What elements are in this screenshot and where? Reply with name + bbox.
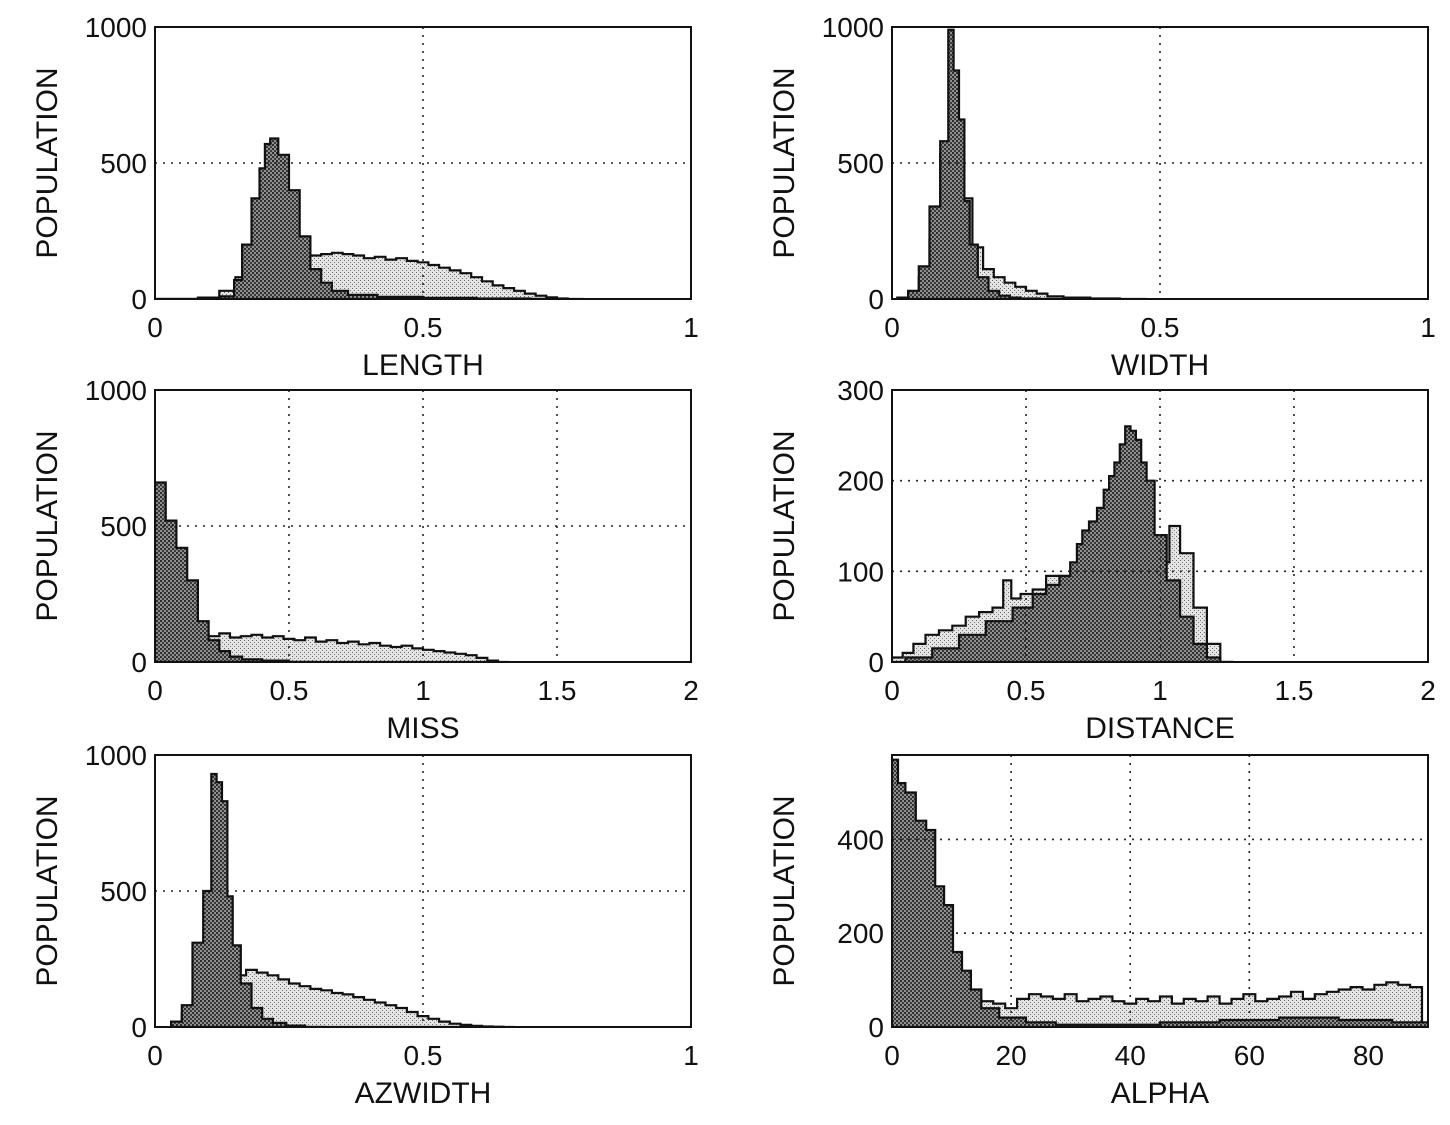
x-tick-label: 1.5	[1275, 675, 1314, 706]
histogram-series-1	[896, 28, 1067, 299]
plot-frame	[891, 389, 1429, 663]
y-tick-label: 0	[868, 284, 884, 315]
y-axis-label: POPULATION	[768, 795, 801, 986]
x-tick-label: 1	[1152, 675, 1168, 706]
x-tick-label: 0	[147, 312, 163, 343]
x-axis-label: DISTANCE	[1085, 712, 1234, 745]
x-tick-label: 0.5	[1141, 312, 1180, 343]
x-tick-label: 1	[415, 675, 431, 706]
histogram-panel-width: 0 0.5 1 0 500 1000 WIDTH POPULATION	[768, 12, 1436, 382]
y-axis-label: POPULATION	[768, 67, 801, 258]
y-axis-label: POPULATION	[31, 430, 64, 621]
plot-frame	[154, 26, 692, 300]
x-tick-label: 1	[683, 312, 699, 343]
y-axis-label: POPULATION	[31, 67, 64, 258]
y-tick-label: 400	[837, 824, 884, 855]
y-axis-label: POPULATION	[31, 795, 64, 986]
y-tick-label: 200	[837, 466, 884, 497]
y-tick-label: 1000	[85, 12, 147, 43]
x-tick-label: 1	[683, 1040, 699, 1071]
x-axis-label: WIDTH	[1111, 349, 1209, 382]
y-tick-label: 0	[868, 647, 884, 678]
x-axis-label: ALPHA	[1111, 1077, 1209, 1110]
y-tick-label: 200	[837, 918, 884, 949]
y-tick-label: 300	[837, 375, 884, 406]
histogram-series-1	[170, 772, 327, 1027]
x-tick-label: 0	[884, 675, 900, 706]
histogram-panel-azwidth: 0 0.5 1 0 500 1000 AZWIDTH POPULATION	[31, 740, 699, 1110]
y-tick-label: 0	[868, 1012, 884, 1043]
x-tick-label: 2	[683, 675, 699, 706]
x-axis-label: LENGTH	[362, 349, 484, 382]
x-tick-label: 0	[147, 1040, 163, 1071]
plot-frame	[891, 754, 1429, 1028]
x-tick-label: 60	[1234, 1040, 1265, 1071]
x-tick-label: 80	[1353, 1040, 1384, 1071]
histogram-panel-alpha: 0 20 40 60 80 0 200 400 ALPHA POPULATION	[768, 754, 1429, 1110]
y-tick-label: 0	[131, 1012, 147, 1043]
y-tick-label: 100	[837, 556, 884, 587]
x-tick-label: 1.5	[538, 675, 577, 706]
histogram-series-2	[155, 628, 509, 662]
x-tick-label: 0	[147, 675, 163, 706]
y-tick-label: 1000	[822, 12, 884, 43]
y-tick-label: 0	[131, 284, 147, 315]
plot-frame	[154, 754, 692, 1028]
x-tick-label: 0.5	[404, 312, 443, 343]
y-tick-label: 500	[100, 511, 147, 542]
x-axis-label: MISS	[386, 712, 459, 745]
y-tick-label: 1000	[85, 740, 147, 771]
histogram-panel-distance: 0 0.5 1 1.5 2 0 100 200 300 DISTANCE POPULATION	[768, 375, 1436, 745]
plot-frame	[154, 389, 692, 663]
x-tick-label: 40	[1115, 1040, 1146, 1071]
x-tick-label: 20	[996, 1040, 1027, 1071]
y-tick-label: 500	[100, 876, 147, 907]
x-tick-label: 1	[1420, 312, 1436, 343]
histogram-series-1	[892, 758, 1428, 1027]
y-tick-label: 0	[131, 647, 147, 678]
histogram-panel-miss: 0 0.5 1 1.5 2 0 500 1000 MISS POPULATION	[31, 375, 699, 745]
histogram-series-1	[155, 137, 584, 299]
x-tick-label: 2	[1420, 675, 1436, 706]
histogram-series-2	[155, 251, 569, 299]
y-tick-label: 1000	[85, 375, 147, 406]
x-tick-label: 0.5	[1007, 675, 1046, 706]
x-tick-label: 0.5	[404, 1040, 443, 1071]
x-tick-label: 0	[884, 1040, 900, 1071]
x-tick-label: 0.5	[270, 675, 309, 706]
y-tick-label: 500	[837, 148, 884, 179]
histogram-series-1	[904, 425, 1234, 662]
y-tick-label: 500	[100, 148, 147, 179]
histogram-panel-length: 0 0.5 1 0 500 1000 LENGTH POPULATION	[31, 12, 699, 382]
histogram-series-1	[155, 481, 316, 662]
x-tick-label: 0	[884, 312, 900, 343]
plot-frame	[891, 26, 1429, 300]
x-axis-label: AZWIDTH	[355, 1077, 492, 1110]
y-axis-label: POPULATION	[768, 430, 801, 621]
